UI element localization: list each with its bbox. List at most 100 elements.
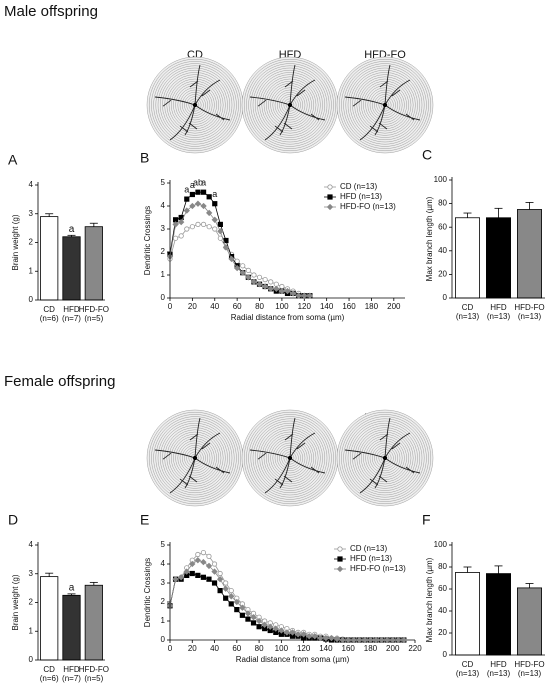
x-tick-label: 200	[386, 644, 400, 653]
x-tick-label: CD	[462, 660, 474, 669]
marker	[284, 287, 291, 295]
y-tick-label: 4	[161, 201, 166, 210]
marker	[261, 283, 269, 290]
marker	[228, 593, 235, 600]
marker	[233, 264, 241, 272]
marker	[306, 633, 313, 640]
section-title: Female offspring	[4, 373, 115, 390]
marker	[206, 224, 212, 230]
sholl-ring	[365, 438, 405, 478]
series-line	[169, 224, 310, 297]
sholl-ring	[369, 89, 401, 121]
marker	[328, 634, 335, 642]
panel-label: A	[8, 152, 18, 168]
marker	[222, 244, 230, 251]
x-tick-label: 0	[168, 302, 173, 311]
bar	[62, 236, 81, 301]
y-tick-label: 0	[29, 295, 34, 304]
marker	[228, 255, 235, 263]
y-tick-label: 0	[161, 635, 166, 644]
legend-label: HFD-FO (n=13)	[340, 202, 396, 211]
marker	[183, 568, 190, 575]
marker	[245, 267, 251, 273]
sholl-ring	[367, 87, 403, 123]
dendrite	[249, 449, 291, 460]
x-tick-label: HFD	[490, 303, 507, 312]
legend-marker	[336, 565, 344, 573]
marker	[395, 636, 402, 644]
marker	[400, 636, 408, 644]
marker	[372, 636, 380, 644]
marker	[228, 587, 234, 594]
legend-label: CD (n=13)	[350, 544, 387, 553]
marker	[200, 221, 207, 227]
dendrite	[359, 457, 386, 494]
panel-label: F	[422, 512, 431, 528]
x-tick-label: (n=13)	[456, 669, 480, 678]
marker	[339, 636, 346, 644]
sholl-ring	[339, 412, 432, 505]
sholl-ring	[170, 80, 219, 129]
sholl-ring	[378, 98, 392, 112]
marker	[294, 631, 302, 638]
sholl-ring	[343, 63, 427, 147]
marker	[261, 621, 268, 628]
sholl-ring	[179, 89, 211, 121]
sholl-ring	[361, 80, 410, 129]
marker	[216, 576, 224, 583]
marker	[256, 274, 263, 280]
y-tick-label: 3	[161, 578, 166, 587]
marker	[195, 189, 201, 195]
sholl-ring	[341, 414, 429, 502]
sholl-ring	[184, 94, 206, 116]
x-tick-label: CD	[462, 303, 474, 312]
marker	[233, 598, 240, 606]
marker	[272, 625, 279, 632]
marker	[200, 574, 207, 580]
x-axis-label: Radial distance from soma (µm)	[231, 313, 345, 322]
y-tick-label: 60	[438, 222, 447, 231]
marker	[289, 290, 297, 297]
dendrite	[279, 104, 293, 136]
marker	[300, 631, 307, 638]
dendrite	[289, 432, 316, 459]
sholl-ring	[257, 72, 323, 138]
dendrite	[264, 457, 291, 494]
marker	[200, 549, 207, 556]
dendrite	[189, 64, 201, 106]
marker	[217, 570, 223, 577]
dendrite	[344, 96, 386, 107]
dendrite	[359, 104, 386, 141]
x-tick-label: 40	[210, 302, 219, 311]
y-tick-label: 4	[29, 180, 34, 189]
x-tick-label: (n=6)	[40, 314, 59, 323]
marker	[189, 191, 195, 198]
sholl-ring	[365, 85, 405, 125]
marker	[250, 278, 258, 286]
sholl-ring	[168, 78, 222, 132]
annotation: ab	[193, 178, 203, 188]
bar	[84, 226, 103, 301]
bar	[40, 576, 59, 661]
sholl-ring	[248, 416, 332, 500]
y-axis-label: Max branch length (µm)	[425, 557, 434, 642]
sholl-ring	[248, 63, 332, 147]
marker	[267, 623, 274, 630]
x-tick-label: 140	[319, 644, 333, 653]
y-tick-label: 60	[438, 584, 447, 593]
sholl-ring	[266, 80, 315, 129]
sholl-ring	[153, 63, 237, 147]
panel-label: B	[140, 150, 149, 166]
soma	[192, 102, 198, 108]
annotation: a	[212, 189, 217, 199]
sholl-ring	[369, 442, 401, 474]
marker	[268, 279, 274, 285]
marker	[212, 201, 218, 207]
sholl-ring	[170, 434, 219, 483]
y-axis-label: Dendritic Crossings	[143, 558, 152, 627]
x-tick-label: 180	[365, 302, 379, 311]
sholl-ring	[155, 65, 235, 145]
marker	[223, 595, 229, 601]
sholl-ring	[358, 78, 412, 132]
sholl-ring	[378, 451, 392, 465]
